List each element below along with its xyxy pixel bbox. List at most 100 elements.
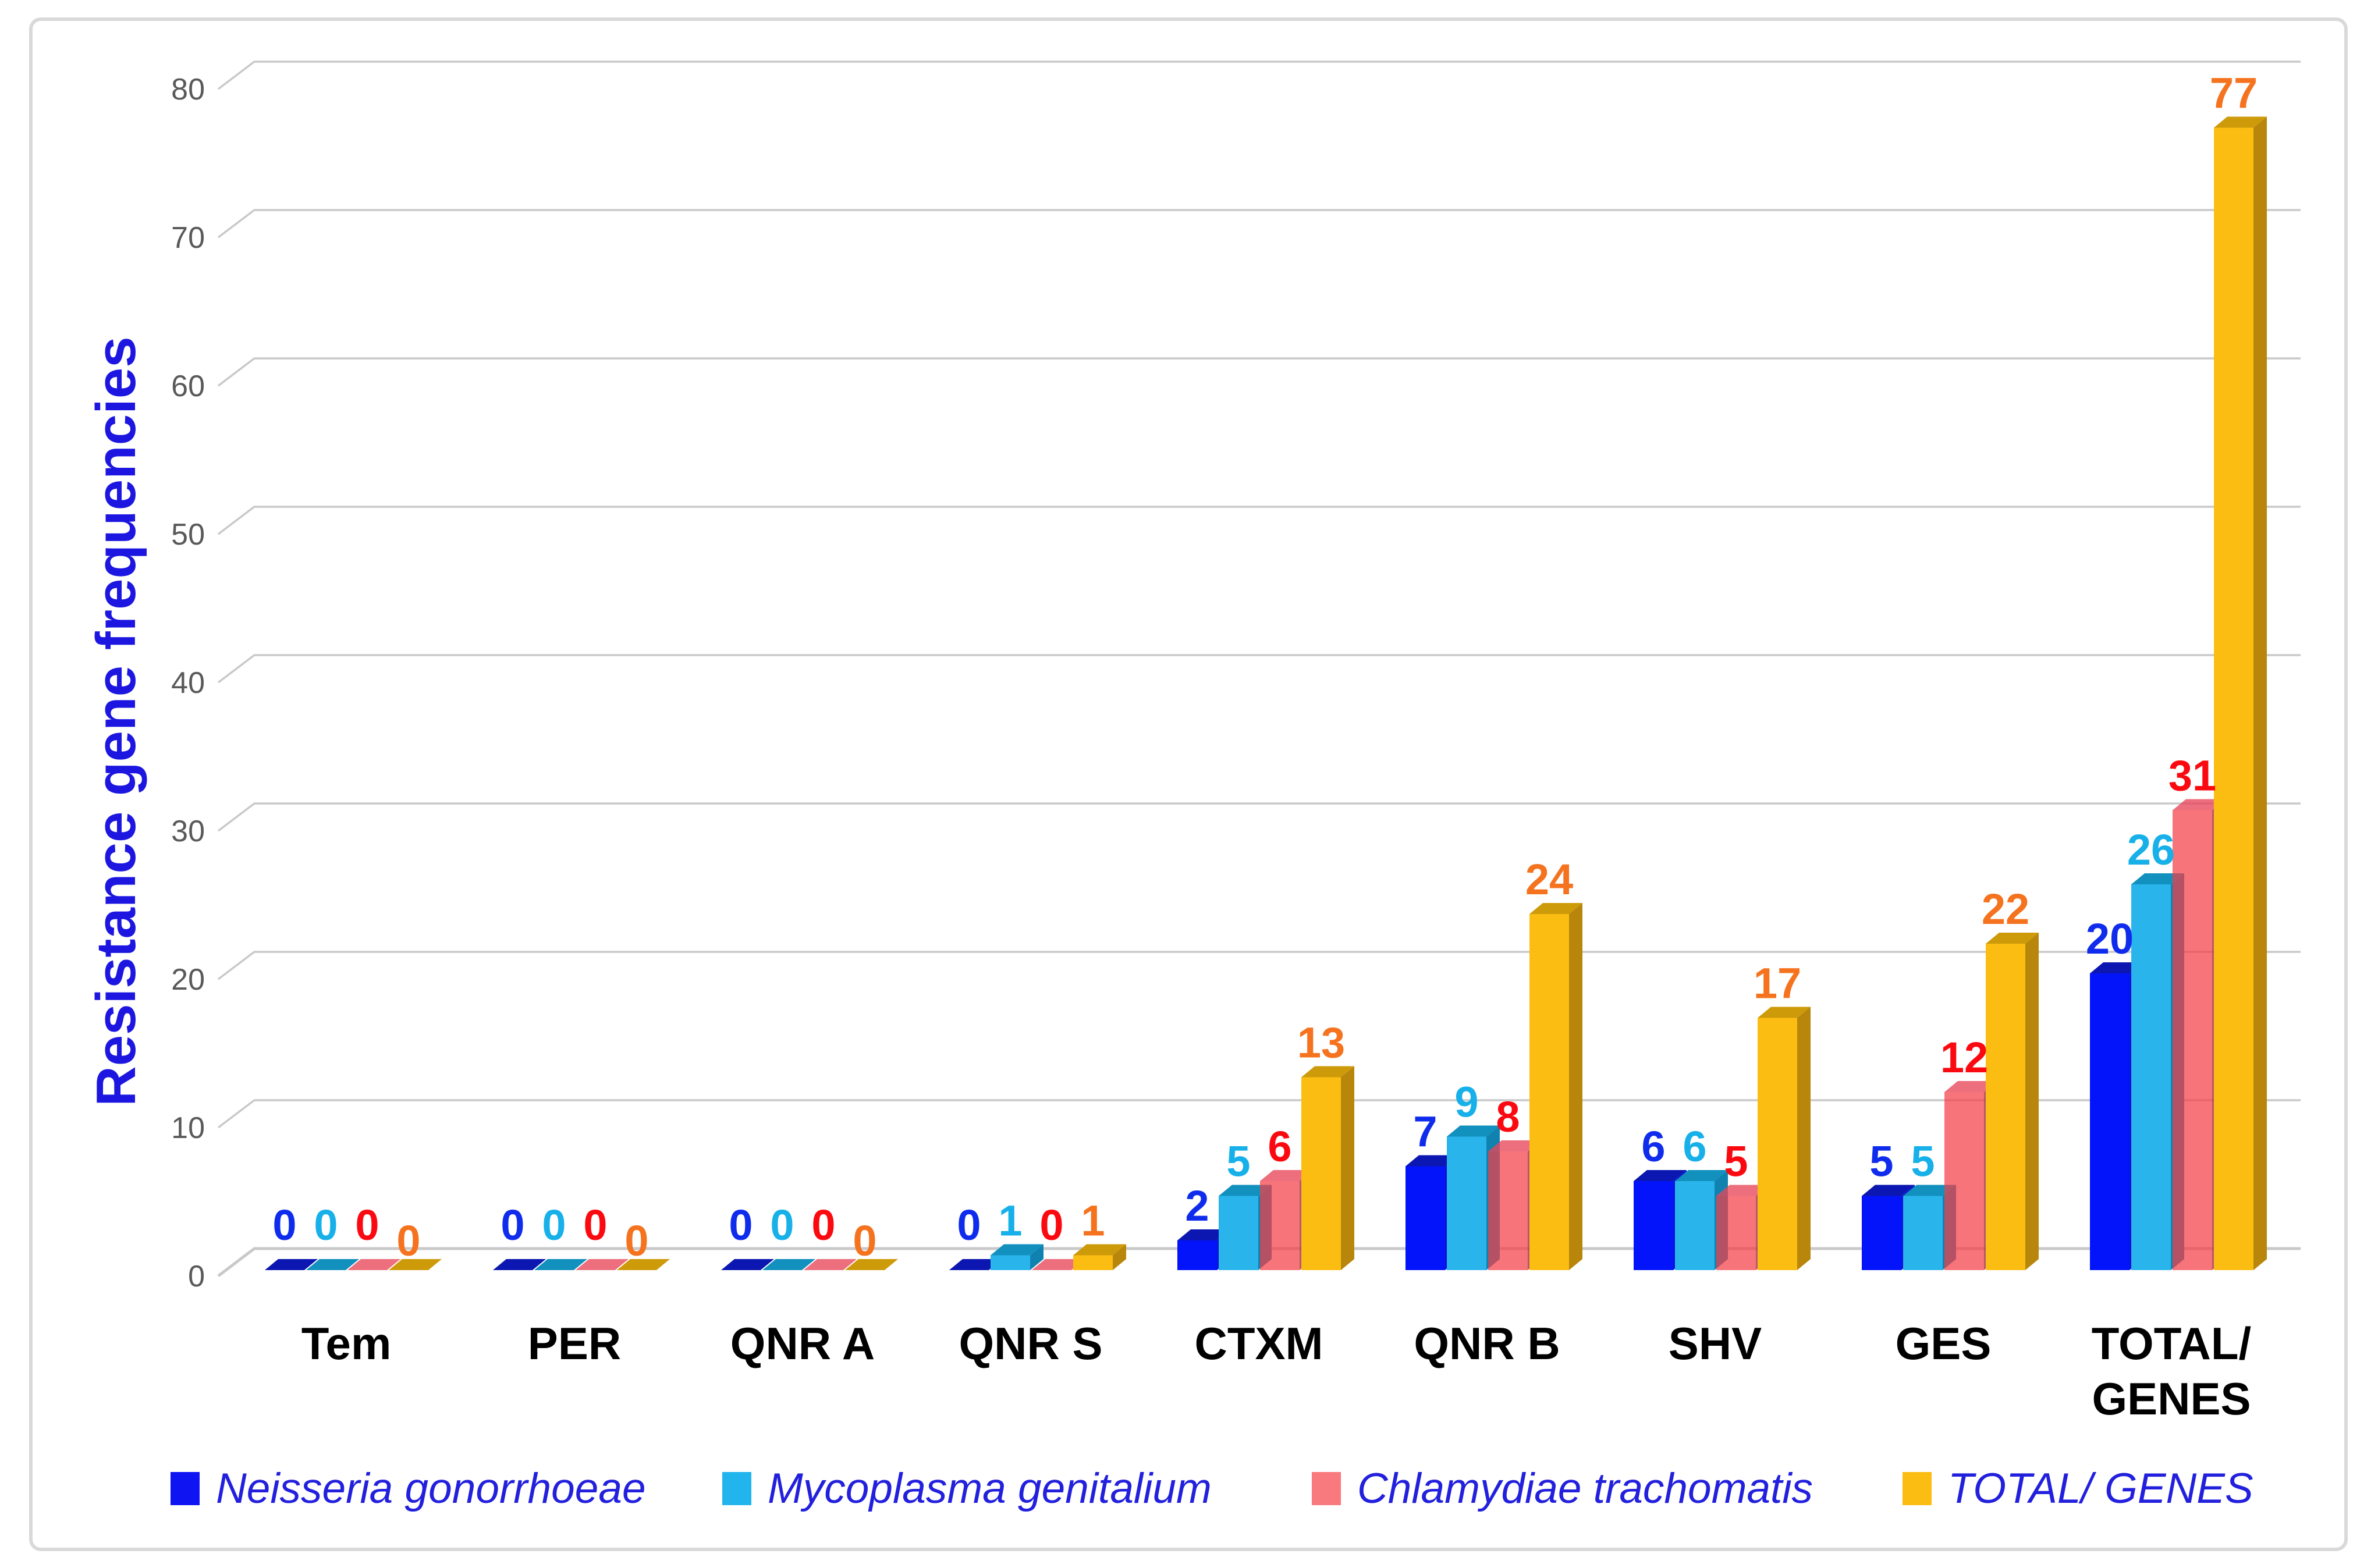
bar-top-face bbox=[1032, 1259, 1085, 1270]
y-tick-label: 20 bbox=[171, 963, 205, 997]
value-label: 0 bbox=[624, 1217, 648, 1265]
bar-4-QNR-A bbox=[845, 1259, 898, 1270]
value-label: 1 bbox=[998, 1197, 1022, 1245]
category-label: QNR B bbox=[1414, 1318, 1560, 1369]
bar-top-face bbox=[1716, 1185, 1769, 1196]
bar-front-face bbox=[1219, 1196, 1258, 1270]
bar-top-face bbox=[1405, 1155, 1458, 1167]
gridline bbox=[217, 654, 2301, 684]
bar-front-face bbox=[991, 1255, 1030, 1270]
bar-top-face bbox=[265, 1259, 318, 1270]
value-label: 0 bbox=[957, 1201, 981, 1249]
bar-front-face bbox=[1073, 1255, 1113, 1270]
bar-top-face bbox=[1529, 903, 1582, 914]
value-label: 6 bbox=[1641, 1122, 1665, 1171]
value-label: 5 bbox=[1911, 1137, 1935, 1186]
value-label: 2 bbox=[1185, 1182, 1209, 1230]
bar-front-face bbox=[1862, 1196, 1901, 1270]
bar-top-face bbox=[493, 1259, 546, 1270]
bar-3-QNR-S bbox=[1032, 1259, 1085, 1270]
y-tick-label: 50 bbox=[171, 518, 205, 552]
category-label: QNR A bbox=[730, 1318, 875, 1369]
value-label: 17 bbox=[1754, 959, 1801, 1008]
bar-top-face bbox=[1986, 933, 2039, 944]
bar-top-face bbox=[721, 1259, 774, 1270]
bar-front-face bbox=[1260, 1181, 1300, 1270]
y-axis-title: Resistance gene frequencies bbox=[85, 336, 147, 1107]
category-labels: Tem PER QNR A QNR S CTXM QNR B SHV GES TOTAL/GEN… bbox=[301, 1318, 2252, 1424]
y-axis-tick-labels: 0 10 20 30 40 50 60 70 80 bbox=[171, 73, 205, 1293]
category-label: GENES bbox=[2092, 1373, 2251, 1424]
bar-3-Tem bbox=[347, 1259, 400, 1270]
bar-top-face bbox=[1447, 1125, 1500, 1137]
bar-top-face bbox=[1675, 1170, 1728, 1181]
bar-4-GES bbox=[1986, 933, 2039, 1270]
bar-4-PER bbox=[617, 1259, 670, 1270]
category-label: Tem bbox=[301, 1318, 392, 1369]
bar-top-face bbox=[1862, 1185, 1915, 1196]
bar-top-face bbox=[1488, 1140, 1541, 1151]
value-label: 0 bbox=[583, 1201, 607, 1249]
bar-side-face bbox=[1113, 1244, 1126, 1270]
bar-top-face bbox=[2214, 116, 2267, 128]
bar-top-face bbox=[347, 1259, 400, 1270]
value-label: 6 bbox=[1683, 1122, 1706, 1171]
bar-4-QNR-B bbox=[1529, 903, 1582, 1270]
bar-front-face bbox=[1716, 1196, 1756, 1270]
category-label: PER bbox=[528, 1318, 621, 1369]
bar-4-SHV bbox=[1758, 1007, 1811, 1270]
bar-front-face bbox=[1447, 1136, 1486, 1270]
y-tick-label: 60 bbox=[171, 369, 205, 403]
bar-2-TOTAL--GENES bbox=[2131, 873, 2184, 1270]
bar-front-face bbox=[1301, 1077, 1341, 1270]
value-label: 5 bbox=[1724, 1137, 1748, 1186]
value-label: 22 bbox=[1982, 885, 2029, 933]
bar-4-Tem bbox=[389, 1259, 442, 1270]
y-tick-label: 80 bbox=[171, 73, 205, 106]
category-label: CTXM bbox=[1195, 1318, 1323, 1369]
bar-front-face bbox=[1177, 1240, 1217, 1270]
value-label: 0 bbox=[770, 1201, 794, 1249]
bar-top-face bbox=[949, 1259, 1002, 1270]
bar-2-QNR-S bbox=[991, 1244, 1044, 1270]
value-label: 12 bbox=[1940, 1033, 1988, 1082]
figure-border bbox=[29, 17, 2348, 1551]
bar-top-face bbox=[1219, 1185, 1272, 1196]
bar-front-face bbox=[2173, 810, 2212, 1270]
bar-2-PER bbox=[534, 1259, 587, 1270]
gridline bbox=[217, 1247, 2301, 1277]
bar-front-face bbox=[1903, 1196, 1943, 1270]
gridlines bbox=[217, 61, 2301, 1277]
gridline bbox=[217, 357, 2301, 387]
value-label: 5 bbox=[1226, 1137, 1250, 1186]
y-tick-label: 10 bbox=[171, 1111, 205, 1145]
bar-top-face bbox=[534, 1259, 587, 1270]
value-label: 20 bbox=[2086, 915, 2134, 963]
bar-top-face bbox=[2131, 873, 2184, 884]
bar-top-face bbox=[1177, 1229, 1230, 1240]
bar-top-face bbox=[389, 1259, 442, 1270]
gridline bbox=[217, 61, 2301, 90]
value-label: 31 bbox=[2168, 752, 2216, 800]
bar-side-face bbox=[2253, 116, 2267, 1270]
category-label: TOTAL/ bbox=[2092, 1318, 2251, 1369]
gridline bbox=[217, 802, 2301, 832]
bar-top-face bbox=[1260, 1170, 1313, 1181]
bar-top-face bbox=[617, 1259, 670, 1270]
bars bbox=[265, 116, 2267, 1270]
bar-4-TOTAL--GENES bbox=[2214, 116, 2267, 1270]
bar-1-QNR-A bbox=[721, 1259, 774, 1270]
y-tick-label: 30 bbox=[171, 815, 205, 848]
bar-side-face bbox=[1030, 1244, 1044, 1270]
bar-top-face bbox=[804, 1259, 857, 1270]
gridline bbox=[217, 209, 2301, 239]
value-label: 0 bbox=[853, 1217, 876, 1265]
bar-side-face bbox=[1797, 1007, 1811, 1270]
bar-top-face bbox=[762, 1259, 815, 1270]
bar-top-face bbox=[576, 1259, 629, 1270]
y-tick-label: 70 bbox=[171, 221, 205, 255]
gridline bbox=[217, 506, 2301, 535]
gridline bbox=[217, 951, 2301, 980]
value-label: 24 bbox=[1525, 855, 1573, 904]
